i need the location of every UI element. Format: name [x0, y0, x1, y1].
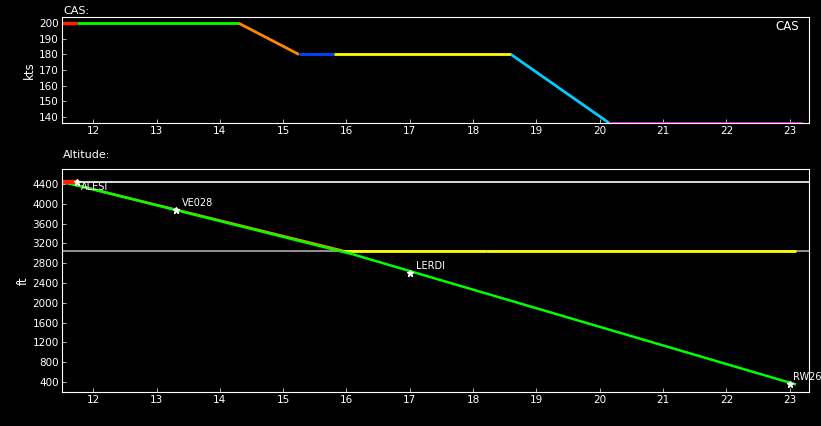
Text: CAS:: CAS: [63, 6, 89, 16]
Text: LERDI: LERDI [416, 261, 445, 271]
Y-axis label: ft: ft [16, 276, 30, 285]
Text: RW26: RW26 [793, 371, 821, 382]
Text: VE028: VE028 [182, 198, 213, 208]
Text: CAS: CAS [775, 20, 799, 33]
Y-axis label: kts: kts [23, 61, 36, 79]
Text: Altitude:: Altitude: [63, 150, 111, 160]
Text: ALESI: ALESI [80, 182, 108, 193]
